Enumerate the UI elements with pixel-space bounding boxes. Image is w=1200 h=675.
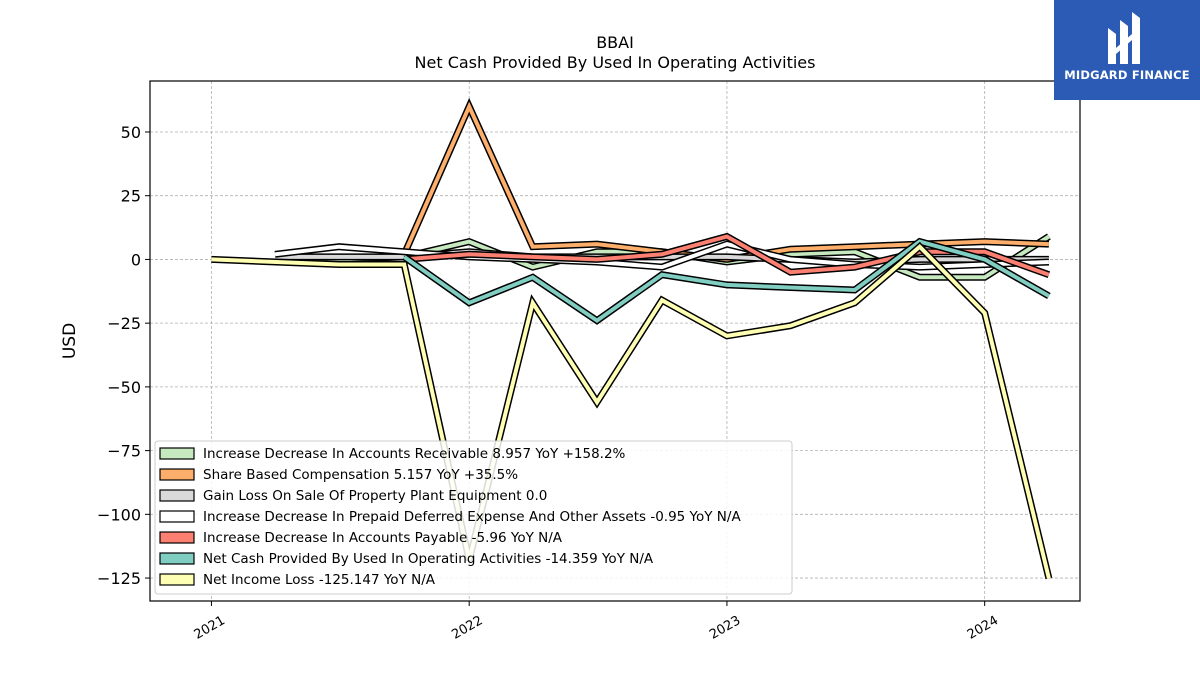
y-tick-label: −100 [97, 505, 141, 524]
legend-swatch [159, 573, 195, 586]
series-line-fill [403, 239, 1050, 324]
legend-label: Increase Decrease In Accounts Receivable… [203, 446, 626, 462]
series-line [402, 237, 1051, 325]
chart-title: BBAI [596, 33, 634, 52]
y-tick-label: −125 [97, 569, 141, 588]
series-line [211, 241, 1053, 580]
brand-name: MIDGARD FINANCE [1064, 68, 1190, 82]
legend-label: Gain Loss On Sale Of Property Plant Equi… [203, 488, 547, 504]
legend: Increase Decrease In Accounts Receivable… [154, 440, 793, 595]
midgard-logo-icon [1108, 12, 1140, 64]
legend-swatch [159, 447, 195, 460]
legend-box [154, 440, 793, 595]
y-tick-label: −75 [107, 442, 141, 461]
legend-swatch [159, 552, 195, 565]
legend-label: Increase Decrease In Accounts Payable -5… [203, 530, 563, 546]
y-tick-label: 50 [121, 123, 141, 142]
legend-swatch [159, 468, 195, 481]
legend-label: Share Based Compensation 5.157 YoY +35.5… [203, 467, 518, 483]
x-tick-label: 2022 [449, 613, 485, 643]
y-tick-label: −50 [107, 378, 141, 397]
x-tick-label: 2023 [707, 613, 743, 643]
legend-label: Net Cash Provided By Used In Operating A… [203, 551, 654, 567]
legend-swatch [159, 531, 195, 544]
series-line [274, 240, 1050, 271]
y-tick-label: −25 [107, 314, 141, 333]
y-tick-label: 0 [131, 250, 141, 269]
chart-subtitle: Net Cash Provided By Used In Operating A… [415, 53, 816, 72]
series-line-fill [274, 242, 1049, 270]
brand-logo: MIDGARD FINANCE [1054, 0, 1200, 100]
series-line-fill [211, 243, 1051, 579]
y-tick-label: 25 [121, 187, 141, 206]
series-line [403, 232, 1051, 278]
legend-label: Increase Decrease In Prepaid Deferred Ex… [203, 509, 741, 525]
x-tick-label: 2024 [965, 613, 1001, 643]
y-axis-label: USD [60, 323, 80, 359]
plot-frame [149, 80, 1081, 602]
x-tick-label: 2021 [192, 613, 228, 643]
series-layer [211, 97, 1053, 580]
legend-swatch [159, 510, 195, 523]
series-line-fill [404, 234, 1050, 277]
legend-swatch [159, 489, 195, 502]
legend-label: Net Income Loss -125.147 YoY N/A [203, 572, 436, 588]
